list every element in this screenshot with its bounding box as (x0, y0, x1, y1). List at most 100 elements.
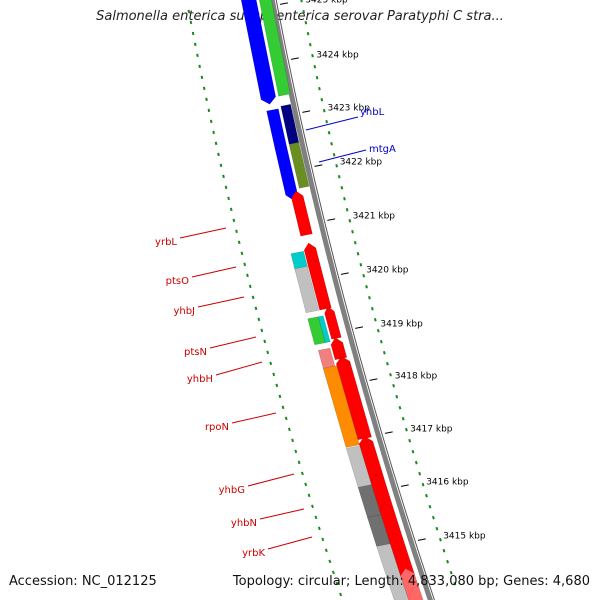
accession-text: Accession: NC_012125 (9, 574, 157, 589)
gene-leader-line (215, 361, 263, 376)
map-title: Salmonella enterica subsp. enterica sero… (96, 9, 504, 24)
inner-dot (266, 350, 270, 355)
inner-dot (281, 405, 285, 410)
inner-dot (263, 339, 267, 344)
outer-dot (330, 141, 333, 146)
gene-feature (324, 306, 342, 340)
outer-dot (425, 493, 428, 498)
inner-dot (284, 416, 288, 421)
gene-feature (330, 337, 348, 360)
inner-dot (317, 526, 321, 531)
inner-dot (232, 218, 236, 223)
inner-dot (260, 328, 264, 333)
gene-feature (400, 568, 424, 600)
gene-label-ptsO: ptsO (166, 276, 189, 287)
inner-dot (297, 460, 301, 465)
gene-feature (240, 0, 276, 105)
gene-leader-line (191, 266, 237, 278)
outer-dot (365, 284, 368, 289)
outer-dot (315, 76, 319, 80)
inner-dot (227, 196, 230, 201)
gene-feature (322, 365, 360, 448)
kbp-ticks: 3425 kbp 3424 kbp 3423 kbp 3422 kbp 3421 kbp… (280, 0, 486, 542)
gene-feature (291, 190, 313, 237)
outer-dot (356, 251, 360, 256)
inner-dot (200, 75, 204, 80)
outer-dot (411, 449, 415, 454)
outer-dot (386, 361, 389, 366)
outer-dot (398, 405, 402, 410)
tick-mark (302, 110, 311, 113)
inner-dot (269, 361, 273, 366)
outer-dot (449, 570, 453, 575)
outer-dot (362, 273, 366, 278)
outer-dot (348, 218, 352, 223)
tick-mark (355, 326, 364, 329)
inner-dot (248, 284, 252, 289)
inner-dot (198, 64, 201, 69)
backbone-edge (275, 0, 435, 600)
tick-mark (400, 484, 409, 487)
gene-feature (294, 266, 320, 314)
gene-leader-line (259, 508, 305, 520)
inner-dot (240, 251, 244, 256)
outer-dot (453, 581, 457, 586)
outer-dot (435, 526, 439, 531)
outer-dot (359, 262, 363, 267)
tick-label: 3417 kbp (410, 425, 453, 435)
gene-feature (288, 142, 310, 189)
outer-dot (320, 98, 324, 102)
inner-dot (202, 86, 206, 91)
tick-mark (280, 2, 288, 5)
gene-feature (259, 0, 291, 97)
inner-dot (300, 471, 304, 476)
tick-label: 3424 kbp (316, 51, 359, 61)
inner-dot (339, 592, 343, 597)
inner-dot (189, 20, 193, 25)
inner-dot (251, 295, 255, 300)
gene-leader-line (179, 227, 227, 239)
gene-label-yrbL: yrbL (155, 237, 177, 248)
gene-leader-line (247, 473, 295, 487)
inner-dot (196, 53, 199, 58)
inner-dot (207, 108, 211, 113)
outer-dot (379, 339, 383, 344)
inner-dot (307, 493, 311, 498)
inner-dot (214, 141, 218, 146)
gene-label-rpoN: rpoN (205, 422, 229, 433)
tick-label: 3415 kbp (443, 532, 486, 542)
outer-dot (421, 482, 425, 487)
outer-dot (414, 460, 418, 465)
outer-dot (382, 350, 386, 355)
outer-dot (335, 163, 338, 168)
inner-dot (219, 163, 223, 168)
inner-dot (243, 262, 247, 267)
gene-label-mtgA: mtgA (369, 144, 396, 155)
inner-dot (314, 515, 318, 520)
tick-label: 3421 kbp (353, 212, 396, 222)
outer-dot (318, 87, 321, 91)
outer-dot (300, 0, 303, 3)
inner-dot (191, 31, 195, 36)
tick-mark (314, 164, 323, 167)
outer-dot (442, 548, 446, 553)
inner-dot (254, 306, 258, 311)
outer-dot (340, 185, 344, 190)
outer-dot (376, 328, 380, 333)
outer-dot (337, 174, 341, 179)
inner-dot (294, 449, 298, 454)
gene-feature (317, 315, 331, 343)
outer-dot (395, 394, 399, 399)
genome-backbone (269, 0, 435, 600)
gene-label-yhbG: yhbG (219, 485, 245, 496)
tick-label: 3423 kbp (328, 104, 371, 114)
inner-dot (224, 185, 228, 190)
inner-dot (321, 537, 325, 542)
gene-leader-line (231, 412, 277, 424)
tick-mark (417, 538, 426, 541)
tick-dots (187, 0, 457, 597)
gene-leader-line (197, 296, 245, 308)
inner-dot (278, 394, 282, 399)
inner-dot (335, 581, 339, 586)
